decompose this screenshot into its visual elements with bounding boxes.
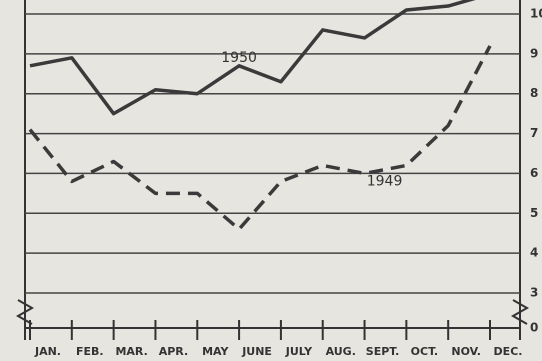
x-tick-label: JUNE (241, 345, 272, 358)
x-tick-label: JAN. (34, 345, 61, 358)
x-tick-label: MAR. (115, 345, 147, 358)
series-label: 1950 (221, 50, 257, 66)
y-tick-label: 4 (530, 246, 538, 260)
x-tick-label: APR. (159, 345, 188, 358)
x-tick-label: FEB. (76, 345, 104, 358)
y-tick-label: 10 (530, 7, 542, 21)
y-tick-label: 6 (530, 166, 538, 180)
y-tick-label: 5 (530, 206, 538, 220)
y-tick-label: 8 (530, 86, 538, 100)
axis-break-right (510, 299, 530, 325)
y-tick-label: 9 (530, 46, 538, 60)
y-tick-label: 7 (530, 126, 538, 140)
x-tick-label: AUG. (326, 345, 356, 358)
x-tick-label: MAY (202, 345, 229, 358)
x-tick-label: NOV. (451, 345, 481, 358)
line (28, 45, 492, 231)
line (29, 0, 476, 116)
y-tick-label: 0 (530, 321, 538, 335)
x-tick-label: DEC. (494, 345, 523, 358)
x-tick-label: SEPT. (366, 345, 400, 358)
x-tick-label: OCT. (411, 345, 438, 358)
y-tick-label: 3 (530, 286, 538, 300)
axis-break-left (15, 299, 35, 325)
series-label: 1949 (367, 173, 403, 189)
x-tick-label: JULY (285, 345, 313, 358)
